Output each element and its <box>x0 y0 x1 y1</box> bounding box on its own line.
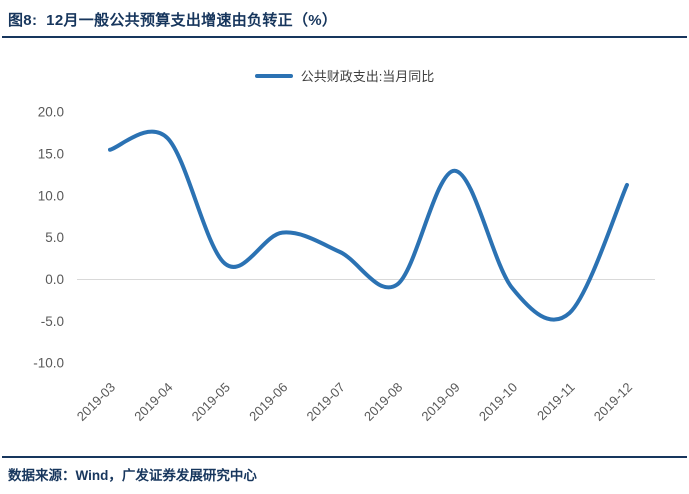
footer-divider-line <box>2 456 687 458</box>
x-axis-tick-label: 2019-09 <box>418 380 462 424</box>
title-divider-line <box>2 36 687 38</box>
y-axis-tick-label: 15.0 <box>38 146 64 161</box>
x-axis-tick-label: 2019-10 <box>476 380 520 424</box>
y-axis-tick-label: -5.0 <box>41 314 64 329</box>
x-axis-tick-label: 2019-03 <box>74 380 118 424</box>
data-source-note: 数据来源：Wind，广发证券发展研究中心 <box>8 468 257 483</box>
y-axis-tick-label: 10.0 <box>38 188 64 203</box>
x-axis-tick-label: 2019-12 <box>591 380 635 424</box>
x-axis-tick-label: 2019-04 <box>131 380 175 424</box>
y-axis-tick-label: 20.0 <box>38 105 64 120</box>
x-axis-tick-label: 2019-05 <box>189 380 233 424</box>
x-axis-tick-label: 2019-06 <box>246 380 290 424</box>
series-line-public-fiscal-expenditure <box>108 129 629 322</box>
x-axis-tick-label: 2019-08 <box>361 380 405 424</box>
legend-line-swatch <box>254 73 293 78</box>
y-axis-tick-label: 0.0 <box>45 272 64 287</box>
chart-legend: 公共财政支出:当月同比 <box>0 66 689 85</box>
legend-series-label: 公共财政支出:当月同比 <box>300 69 435 84</box>
y-axis-tick-label: -10.0 <box>33 356 64 371</box>
x-axis-tick-label: 2019-07 <box>304 380 348 424</box>
y-axis-tick-label: 5.0 <box>45 230 64 245</box>
x-axis-tick-label: 2019-11 <box>534 380 578 424</box>
figure-title: 图8: 12月一般公共预算支出增速由负转正（%） <box>8 12 338 29</box>
